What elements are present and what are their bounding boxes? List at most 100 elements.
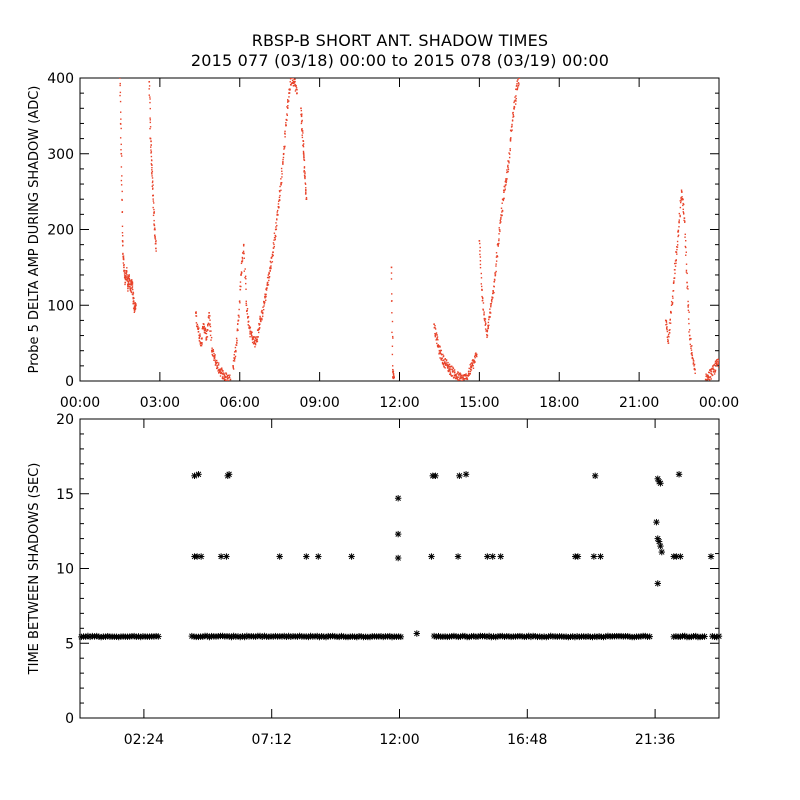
asterisk-marker: [394, 495, 402, 502]
data-point: [440, 357, 442, 360]
data-point: [692, 363, 695, 365]
data-point: [253, 342, 255, 345]
data-point: [670, 304, 673, 307]
data-point: [134, 306, 136, 309]
data-point: [281, 181, 283, 184]
data-point: [270, 266, 272, 269]
data-point: [438, 349, 441, 352]
data-point: [229, 383, 230, 384]
data-point: [266, 284, 268, 287]
data-point: [444, 362, 447, 365]
data-point: [229, 383, 230, 384]
data-point: [687, 304, 690, 306]
data-point: [237, 320, 239, 322]
data-point: [236, 339, 238, 342]
data-point: [222, 373, 224, 376]
data-point: [198, 334, 200, 337]
data-point: [202, 328, 204, 330]
data-point: [678, 221, 680, 224]
data-point: [711, 373, 713, 376]
data-point: [469, 363, 471, 366]
data-point: [262, 306, 264, 308]
data-point: [485, 322, 487, 325]
data-point: [235, 344, 238, 346]
data-point: [286, 113, 288, 115]
data-point: [479, 246, 481, 249]
data-point: [120, 143, 122, 146]
data-point: [714, 369, 717, 372]
data-point: [680, 196, 682, 199]
data-point: [453, 369, 456, 371]
data-point: [472, 365, 474, 367]
data-point: [245, 278, 247, 280]
data-point: [265, 299, 267, 301]
data-point: [282, 153, 285, 156]
data-point: [505, 178, 507, 180]
data-point: [261, 309, 263, 312]
data-point: [391, 345, 394, 347]
data-point: [200, 342, 202, 345]
data-point: [479, 250, 481, 252]
data-point: [690, 338, 692, 340]
data-point: [475, 354, 478, 357]
data-point: [473, 362, 475, 364]
data-point: [517, 82, 520, 84]
data-point: [393, 376, 395, 379]
data-point: [149, 127, 151, 130]
data-point: [122, 255, 125, 257]
data-point: [489, 311, 491, 313]
data-point: [501, 214, 503, 216]
data-point: [392, 335, 394, 338]
data-point: [689, 337, 691, 340]
data-point: [233, 351, 236, 353]
data-point: [500, 207, 503, 209]
data-point: [134, 305, 137, 307]
data-point: [713, 371, 715, 373]
data-point: [507, 167, 509, 169]
data-point: [248, 327, 250, 329]
data-point: [246, 308, 249, 310]
data-point: [295, 87, 298, 89]
data-point: [512, 116, 514, 118]
data-point: [119, 78, 121, 79]
data-point: [455, 374, 457, 376]
data-point: [498, 227, 500, 229]
data-point: [284, 145, 286, 148]
data-point: [148, 85, 151, 87]
data-point: [204, 328, 207, 330]
data-point: [289, 88, 291, 90]
data-point: [225, 376, 227, 379]
data-point: [263, 305, 265, 307]
data-point: [205, 337, 207, 339]
data-point: [266, 281, 269, 284]
data-point: [284, 130, 286, 133]
asterisk-marker: [394, 530, 402, 538]
data-point: [236, 328, 239, 330]
data-point: [471, 363, 474, 366]
data-point: [256, 340, 259, 343]
data-point: [126, 275, 128, 277]
data-point: [677, 229, 680, 232]
data-point: [454, 371, 456, 373]
data-point: [238, 316, 240, 318]
asterisk-marker: [658, 548, 665, 556]
data-point: [266, 287, 268, 289]
data-point: [236, 341, 238, 343]
data-point: [672, 281, 675, 284]
data-point: [304, 183, 307, 185]
data-point: [152, 200, 155, 202]
data-point: [515, 103, 517, 105]
data-point: [212, 355, 215, 357]
data-point: [452, 367, 455, 370]
data-point: [254, 336, 256, 338]
data-point: [153, 223, 155, 225]
data-point: [155, 243, 157, 245]
data-point: [201, 342, 203, 344]
data-point: [481, 296, 484, 299]
asterisk-marker: [497, 553, 504, 560]
data-point: [149, 101, 151, 104]
data-point: [131, 284, 133, 286]
data-point: [204, 327, 207, 329]
data-point: [510, 126, 513, 128]
data-point: [667, 338, 669, 341]
